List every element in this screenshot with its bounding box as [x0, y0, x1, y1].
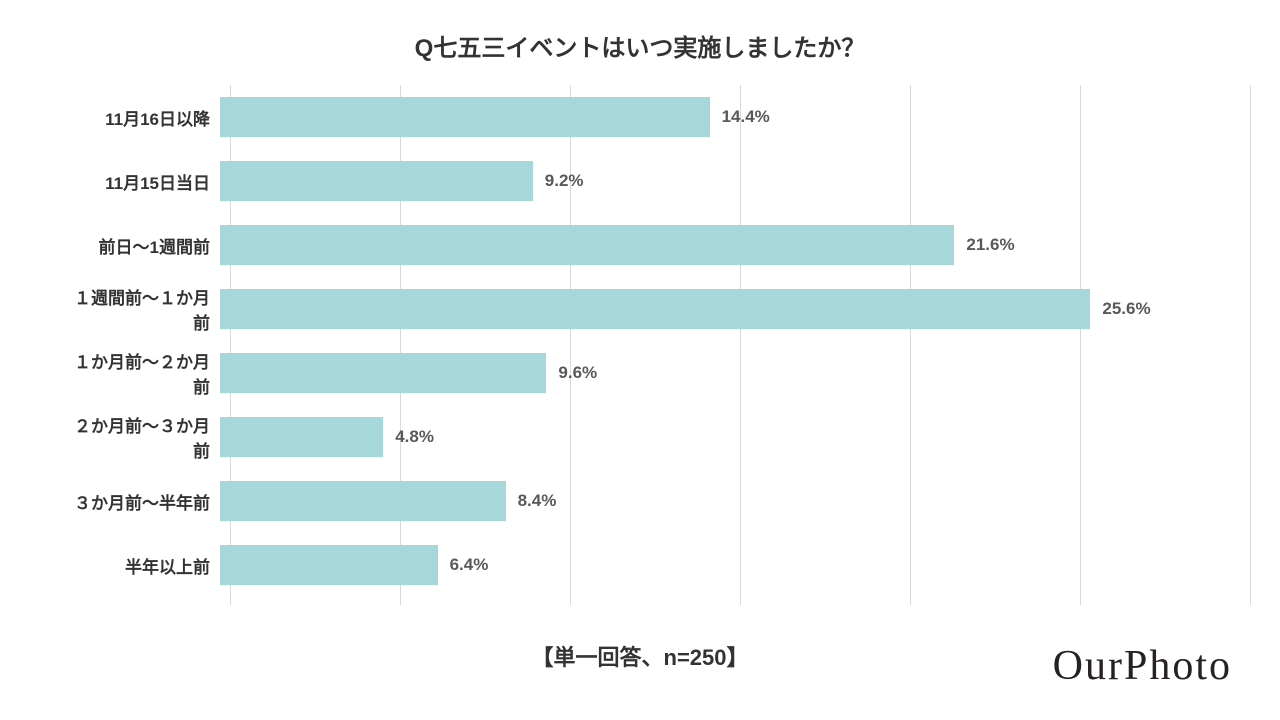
bar-wrap: 6.4% [220, 545, 488, 585]
bar [220, 353, 546, 393]
chart-row: １か月前～２か月前9.6% [70, 353, 1270, 393]
bar [220, 225, 954, 265]
bar-wrap: 14.4% [220, 97, 770, 137]
bar-wrap: 9.2% [220, 161, 584, 201]
value-label: 25.6% [1102, 299, 1150, 319]
bar [220, 97, 710, 137]
category-label: ３か月前～半年前 [70, 489, 220, 514]
chart-row: 半年以上前 6.4% [70, 545, 1270, 585]
value-label: 4.8% [395, 427, 434, 447]
bar-wrap: 21.6% [220, 225, 1015, 265]
value-label: 14.4% [722, 107, 770, 127]
category-label: １か月前～２か月前 [70, 348, 220, 398]
bar [220, 481, 506, 521]
chart-title: Q七五三イベントはいつ実施しましたか？ [0, 0, 1280, 63]
chart-row: 11月16日以降 14.4% [70, 97, 1270, 137]
chart-row: １週間前～１か月前25.6% [70, 289, 1270, 329]
value-label: 6.4% [450, 555, 489, 575]
category-label: 半年以上前 [70, 553, 220, 578]
category-label: 11月15日当日 [70, 169, 220, 194]
category-label: ２か月前～３か月前 [70, 412, 220, 462]
chart-row: ２か月前～３か月前4.8% [70, 417, 1270, 457]
category-label: 前日～1週間前 [70, 233, 220, 258]
bar [220, 417, 383, 457]
bar [220, 161, 533, 201]
category-label: １週間前～１か月前 [70, 284, 220, 334]
category-label: 11月16日以降 [70, 105, 220, 130]
value-label: 9.2% [545, 171, 584, 191]
bar-wrap: 9.6% [220, 353, 597, 393]
chart-row: 前日～1週間前 21.6% [70, 225, 1270, 265]
chart-row: ３か月前～半年前 8.4% [70, 481, 1270, 521]
value-label: 8.4% [518, 491, 557, 511]
chart-row: 11月15日当日 9.2% [70, 161, 1270, 201]
value-label: 21.6% [966, 235, 1014, 255]
value-label: 9.6% [558, 363, 597, 383]
bar-wrap: 8.4% [220, 481, 556, 521]
bar-wrap: 4.8% [220, 417, 434, 457]
bar [220, 545, 438, 585]
chart-area: 11月16日以降 14.4% 11月15日当日 9.2% 前日～1週間前 21.6% １週間… [70, 85, 1270, 605]
bar [220, 289, 1090, 329]
brand-logo: OurPhoto [1053, 642, 1232, 690]
bar-wrap: 25.6% [220, 289, 1151, 329]
